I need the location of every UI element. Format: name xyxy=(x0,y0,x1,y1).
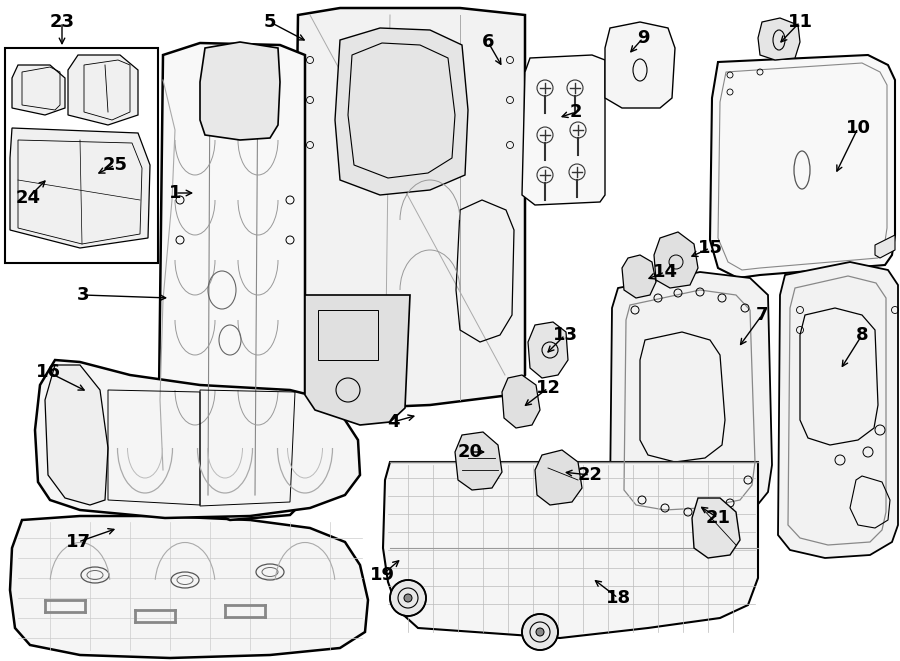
Text: 6: 6 xyxy=(482,33,494,51)
Polygon shape xyxy=(535,450,582,505)
Polygon shape xyxy=(528,322,568,378)
Polygon shape xyxy=(305,295,410,425)
Polygon shape xyxy=(35,360,360,518)
Polygon shape xyxy=(335,28,468,195)
Circle shape xyxy=(536,628,544,636)
Text: 10: 10 xyxy=(845,119,870,137)
Text: 19: 19 xyxy=(370,566,394,584)
Text: 3: 3 xyxy=(76,286,89,304)
Polygon shape xyxy=(758,18,800,60)
Polygon shape xyxy=(605,22,675,108)
Bar xyxy=(5,48,158,263)
Text: 24: 24 xyxy=(15,189,40,207)
Polygon shape xyxy=(875,235,895,258)
Polygon shape xyxy=(622,255,656,298)
Text: 11: 11 xyxy=(788,13,813,31)
Circle shape xyxy=(522,614,558,650)
Polygon shape xyxy=(654,232,698,288)
Polygon shape xyxy=(610,272,772,520)
Text: 20: 20 xyxy=(457,443,482,461)
Polygon shape xyxy=(455,432,502,490)
Text: 8: 8 xyxy=(856,326,868,344)
Text: 7: 7 xyxy=(756,306,769,324)
Polygon shape xyxy=(710,55,895,278)
Text: 1: 1 xyxy=(169,184,181,202)
Polygon shape xyxy=(383,462,758,638)
Polygon shape xyxy=(293,8,525,408)
Text: 15: 15 xyxy=(698,239,723,257)
Polygon shape xyxy=(200,42,280,140)
Circle shape xyxy=(390,580,426,616)
Polygon shape xyxy=(158,43,305,520)
Text: 4: 4 xyxy=(387,413,400,431)
Polygon shape xyxy=(12,65,65,115)
Text: 18: 18 xyxy=(606,589,631,607)
Text: 2: 2 xyxy=(570,103,582,121)
Polygon shape xyxy=(692,498,740,558)
Circle shape xyxy=(404,594,412,602)
Polygon shape xyxy=(522,55,605,205)
Text: 12: 12 xyxy=(536,379,561,397)
Text: 13: 13 xyxy=(553,326,578,344)
Polygon shape xyxy=(502,375,540,428)
Text: 5: 5 xyxy=(264,13,276,31)
Text: 21: 21 xyxy=(706,509,731,527)
Text: 14: 14 xyxy=(652,263,678,281)
Polygon shape xyxy=(10,128,150,248)
Text: 23: 23 xyxy=(50,13,75,31)
Polygon shape xyxy=(68,55,138,125)
Polygon shape xyxy=(45,365,108,505)
Text: 22: 22 xyxy=(578,466,602,484)
Polygon shape xyxy=(10,516,368,658)
Bar xyxy=(318,310,378,360)
Polygon shape xyxy=(778,262,898,558)
Text: 9: 9 xyxy=(637,29,649,47)
Text: 25: 25 xyxy=(103,156,128,174)
Text: 16: 16 xyxy=(35,363,60,381)
Text: 17: 17 xyxy=(66,533,91,551)
